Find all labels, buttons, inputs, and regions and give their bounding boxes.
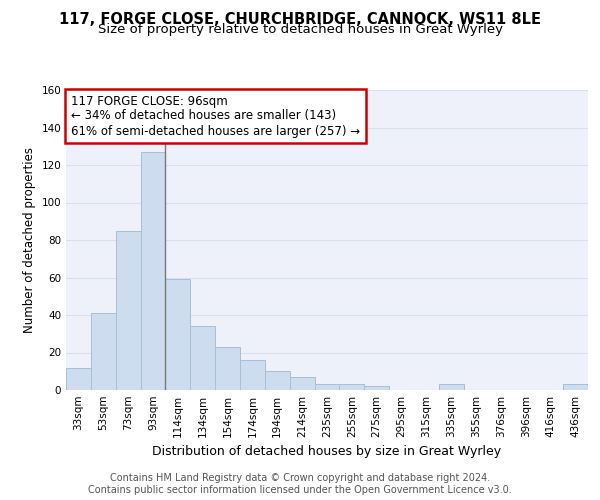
Bar [166, 280, 190, 390]
Text: Size of property relative to detached houses in Great Wyrley: Size of property relative to detached ho… [97, 22, 503, 36]
Bar [439, 384, 464, 390]
Bar [265, 371, 290, 390]
Bar [314, 384, 340, 390]
Bar [240, 360, 265, 390]
Bar [215, 347, 240, 390]
Bar [563, 384, 588, 390]
Bar [66, 368, 91, 390]
Bar [116, 230, 140, 390]
Y-axis label: Number of detached properties: Number of detached properties [23, 147, 36, 333]
Bar [140, 152, 166, 390]
Text: 117 FORGE CLOSE: 96sqm
← 34% of detached houses are smaller (143)
61% of semi-de: 117 FORGE CLOSE: 96sqm ← 34% of detached… [71, 94, 361, 138]
Text: 117, FORGE CLOSE, CHURCHBRIDGE, CANNOCK, WS11 8LE: 117, FORGE CLOSE, CHURCHBRIDGE, CANNOCK,… [59, 12, 541, 28]
Text: Contains HM Land Registry data © Crown copyright and database right 2024.
Contai: Contains HM Land Registry data © Crown c… [88, 474, 512, 495]
Bar [190, 326, 215, 390]
Bar [364, 386, 389, 390]
Bar [91, 313, 116, 390]
Bar [290, 377, 314, 390]
X-axis label: Distribution of detached houses by size in Great Wyrley: Distribution of detached houses by size … [152, 446, 502, 458]
Bar [340, 384, 364, 390]
